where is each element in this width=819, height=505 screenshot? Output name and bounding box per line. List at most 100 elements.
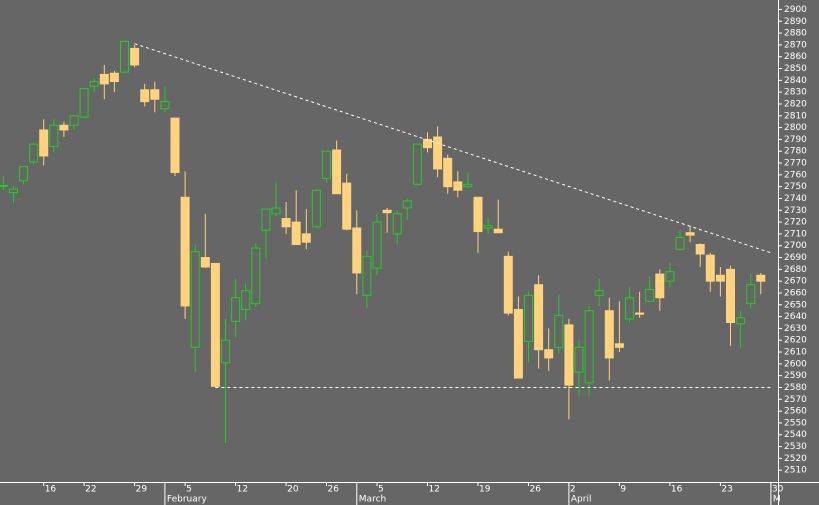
candle-body [59,124,69,131]
x-tick-label: 16 [45,485,57,495]
candle-body [423,138,432,149]
candle-body [362,255,372,296]
candle-body [8,188,18,194]
candle-body [534,284,544,351]
y-tick-label: 2790 [784,135,807,145]
candle-body [251,247,261,305]
y-tick-label: 2510 [784,466,807,476]
candle-body [503,255,513,314]
y-tick-label: 2540 [784,430,807,440]
x-tick-label: 5 [378,485,384,495]
y-tick-label: 2880 [784,29,807,39]
y-tick-label: 2800 [784,123,807,133]
candle-body [594,290,604,296]
y-tick-label: 2650 [784,300,807,310]
y-tick-label: 2830 [784,88,807,98]
candle-body [29,143,39,163]
candle-body [180,196,190,307]
candle-body [261,208,271,231]
month-label: March [359,495,386,505]
candle-body [524,294,533,342]
x-tick-label: 26 [530,485,542,495]
candle-body [170,117,180,173]
candle-body [665,271,675,282]
candle-body [443,157,453,188]
y-tick-label: 2780 [784,147,807,157]
y-tick-label: 2720 [784,218,807,228]
y-tick-label: 2600 [784,359,807,369]
candle-body [372,221,382,269]
y-tick-label: 2760 [784,170,807,180]
candle-body [695,244,705,255]
candle-body [69,115,79,126]
x-tick-label: 16 [671,485,683,495]
candle-body [332,149,342,195]
candle-body [604,310,614,359]
y-tick-label: 2580 [784,383,807,393]
candle-body [150,89,160,100]
y-tick-label: 2620 [784,336,807,346]
y-tick-label: 2660 [784,288,807,298]
candle-body [190,251,200,348]
y-tick-label: 2670 [784,277,807,287]
candle-body [342,182,352,230]
candle-body [210,262,220,387]
candle-body [433,136,443,170]
candle-body [120,40,129,73]
candle-body [200,257,210,268]
candle-body [221,339,230,364]
candle-body [635,312,645,315]
month-label: February [167,495,208,505]
y-tick-label: 2860 [784,52,807,62]
candle-body [99,73,109,85]
candle-body [39,129,49,157]
y-tick-label: 2870 [784,40,807,50]
candle-body [140,89,150,103]
month-label: M [773,495,781,505]
x-tick-label: 12 [237,485,248,495]
candle-body [746,284,756,305]
candle-body [493,228,503,234]
candle-body [241,290,251,311]
x-tick-label: 23 [721,485,732,495]
candle-body [402,200,412,209]
candle-body [311,189,321,228]
candle-body [301,233,311,243]
x-tick-label: 12 [429,485,440,495]
candle-body [89,81,99,87]
candle-body [564,324,574,386]
candle-body [513,309,523,379]
candle-body [271,207,281,215]
candle-body [614,343,624,348]
candle-body [322,150,331,179]
candle-body [675,236,685,250]
y-tick-label: 2890 [784,17,807,27]
candle-body [645,288,655,302]
y-tick-label: 2610 [784,348,807,358]
y-tick-label: 2680 [784,265,807,275]
y-tick-label: 2820 [784,99,807,109]
y-tick-label: 2640 [784,312,807,322]
x-tick-label: 20 [287,485,299,495]
y-tick-label: 2590 [784,371,807,381]
candle-body [281,218,291,228]
candle-body [625,297,634,320]
y-tick-label: 2850 [784,64,807,74]
candle-body [756,274,766,282]
y-tick-label: 2700 [784,241,807,251]
y-tick-label: 2730 [784,206,807,216]
candle-body [544,349,554,359]
x-tick-label: 22 [85,485,96,495]
candle-body [130,47,140,66]
y-tick-label: 2570 [784,395,807,405]
candle-body [453,181,463,191]
candle-body [736,317,746,325]
x-tick-label: 26 [328,485,340,495]
candle-body [574,346,584,373]
y-tick-label: 2750 [784,182,807,192]
x-tick-label: 2 [570,485,576,495]
y-tick-label: 2690 [784,253,807,263]
candle-body [584,310,594,384]
